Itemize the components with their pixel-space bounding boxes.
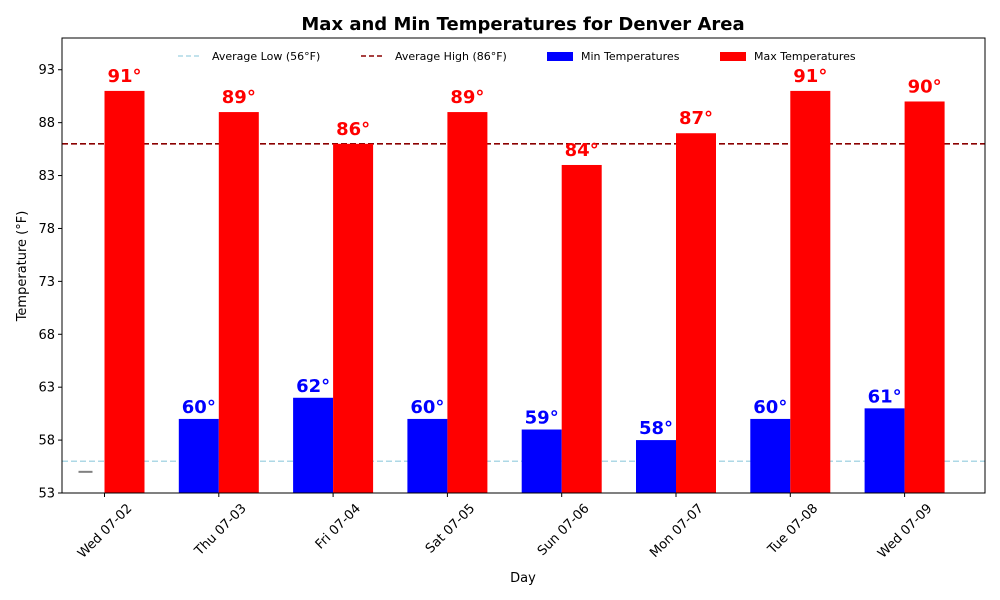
y-tick-label: 58 (38, 434, 55, 449)
legend-box-swatch (547, 52, 573, 61)
legend-label: Average High (86°F) (395, 50, 507, 63)
min-temp-bar (521, 429, 562, 493)
min-temp-bar (407, 418, 448, 493)
min-temp-label: 61° (868, 386, 902, 407)
max-temp-bar (104, 90, 145, 493)
max-temp-bar (447, 112, 488, 494)
min-temp-bar (864, 408, 905, 493)
max-temp-label: 89° (222, 87, 256, 108)
min-temp-bar (178, 418, 219, 493)
max-temp-bar (904, 101, 945, 493)
y-tick-label: 53 (38, 487, 55, 502)
x-axis-label: Day (510, 571, 536, 586)
max-temp-bar (561, 164, 602, 493)
legend-label: Max Temperatures (754, 50, 856, 63)
y-tick-label: 88 (38, 116, 55, 131)
min-temp-label: 58° (639, 418, 673, 439)
data-labels-group: 91° 60° 89° 62° 86° 60° 89° 59° 84° 58° 87° 60° 91° 6… (107, 66, 941, 439)
y-tick-label: 93 (38, 63, 55, 78)
min-temp-label: 59° (525, 408, 559, 429)
max-temp-bar (676, 133, 716, 494)
plot-frame (61, 37, 986, 494)
max-temp-label: 91° (793, 66, 827, 87)
max-temp-label: 89° (450, 87, 484, 108)
bars-group (78, 90, 945, 494)
max-temp-label: 90° (908, 76, 942, 97)
max-temp-label: 87° (679, 108, 713, 129)
x-tick-label: Wed 07-09 (875, 501, 935, 561)
x-tick-label: Fri 07-04 (313, 501, 364, 552)
y-tick-label: 83 (38, 169, 55, 184)
legend: Average Low (56°F) Average High (86°F) Min… (178, 50, 856, 63)
min-temp-label: 60° (182, 397, 216, 418)
max-temp-bar (333, 143, 374, 493)
y-tick-label: 78 (38, 222, 55, 237)
chart-title: Max and Min Temperatures for Denver Area (301, 14, 744, 35)
legend-label: Average Low (56°F) (212, 50, 320, 63)
legend-label: Min Temperatures (581, 50, 680, 63)
y-tick-label: 68 (38, 328, 55, 343)
max-temp-label: 91° (107, 66, 141, 87)
min-temp-bar (636, 440, 676, 493)
max-temp-bar (218, 112, 259, 494)
y-tick-label: 63 (38, 381, 55, 396)
max-temp-bar (790, 90, 831, 493)
x-tick-label: Wed 07-02 (75, 501, 135, 561)
min-temp-label: 60° (753, 397, 787, 418)
x-tick-label: Sun 07-06 (535, 501, 593, 559)
x-tick-label: Mon 07-07 (647, 501, 707, 561)
min-temp-label: 60° (410, 397, 444, 418)
x-tick-label: Thu 07-03 (191, 501, 249, 559)
x-tick-label: Tue 07-08 (764, 501, 821, 558)
min-temp-bar (293, 397, 334, 493)
x-tick-label: Sat 07-05 (423, 501, 478, 556)
max-temp-label: 84° (565, 140, 599, 161)
y-tick-label: 73 (38, 275, 55, 290)
max-temp-label: 86° (336, 119, 370, 140)
min-temp-bar (750, 418, 791, 493)
y-axis-label: Temperature (°F) (15, 211, 30, 323)
legend-box-swatch (720, 52, 746, 61)
min-temp-label: 62° (296, 376, 330, 397)
